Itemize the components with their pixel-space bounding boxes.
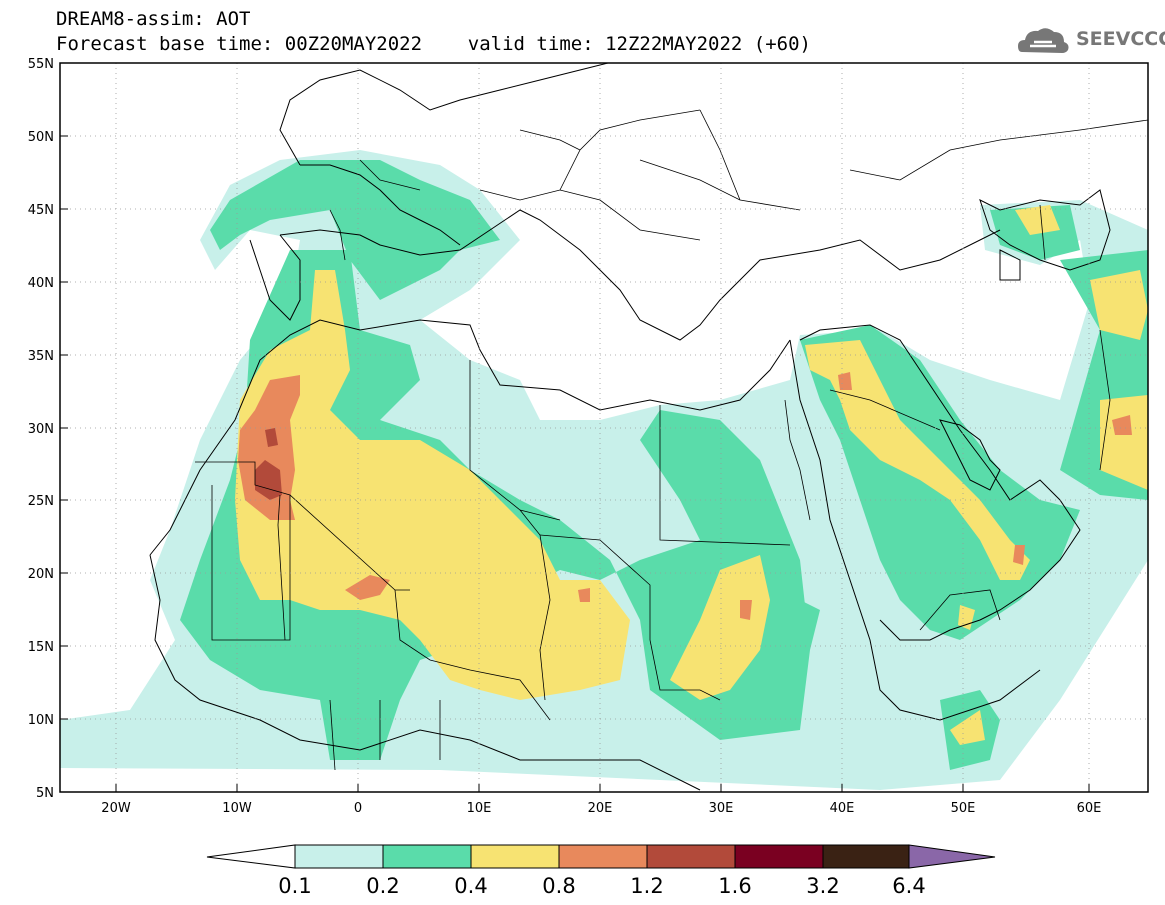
colorbar-under-triangle <box>206 844 296 869</box>
colorbar-label: 1.6 <box>718 874 751 898</box>
lat-label: 15N <box>28 640 54 655</box>
lon-label: 10W <box>222 801 252 816</box>
lat-label: 25N <box>28 494 54 509</box>
lon-label: 10E <box>467 801 492 816</box>
colorbar-segment <box>470 844 560 869</box>
cloud-logo-icon <box>1018 28 1069 53</box>
colorbar-label: 0.2 <box>366 874 399 898</box>
colorbar-segment <box>822 844 910 869</box>
colorbar-segment <box>558 844 648 869</box>
colorbar-segment <box>646 844 736 869</box>
lat-label: 20N <box>28 567 54 582</box>
colorbar-label: 6.4 <box>892 874 925 898</box>
colorbar-segment <box>382 844 472 869</box>
aot-contour-fill <box>60 150 1148 790</box>
colorbar: 0.1 0.2 0.4 0.8 1.2 1.6 3.2 6.4 <box>206 844 996 898</box>
latitude-labels: 55N 50N 45N 40N 35N 30N 25N 20N 15N 10N … <box>28 57 54 801</box>
colorbar-label: 3.2 <box>806 874 839 898</box>
axis-ticks <box>60 62 1090 793</box>
lat-label: 50N <box>28 130 54 145</box>
colorbar-label: 1.2 <box>630 874 663 898</box>
lon-label: 30E <box>709 801 734 816</box>
lat-label: 35N <box>28 349 54 364</box>
lon-label: 40E <box>830 801 855 816</box>
lat-label: 5N <box>36 786 54 801</box>
lon-label: 0 <box>354 801 362 816</box>
lat-label: 10N <box>28 713 54 728</box>
colorbar-label: 0.8 <box>542 874 575 898</box>
lat-label: 55N <box>28 57 54 72</box>
logo-text: SEEVCCC <box>1076 28 1165 50</box>
longitude-labels: 20W 10W 0 10E 20E 30E 40E 50E 60E <box>101 801 1101 816</box>
title-line-1: DREAM8-assim: AOT <box>56 8 251 30</box>
colorbar-label: 0.4 <box>454 874 487 898</box>
lat-label: 30N <box>28 422 54 437</box>
title-line-2: Forecast base time: 00Z20MAY2022 valid t… <box>56 33 811 55</box>
lon-label: 60E <box>1077 801 1102 816</box>
colorbar-segment <box>294 844 384 869</box>
colorbar-segment <box>734 844 824 869</box>
colorbar-over-triangle <box>908 844 996 869</box>
lon-label: 50E <box>951 801 976 816</box>
country-borders <box>195 109 1148 771</box>
lat-label: 40N <box>28 276 54 291</box>
coastlines <box>149 63 1111 791</box>
colorbar-label: 0.1 <box>278 874 311 898</box>
lon-label: 20W <box>101 801 131 816</box>
lat-label: 45N <box>28 203 54 218</box>
lon-label: 20E <box>588 801 613 816</box>
